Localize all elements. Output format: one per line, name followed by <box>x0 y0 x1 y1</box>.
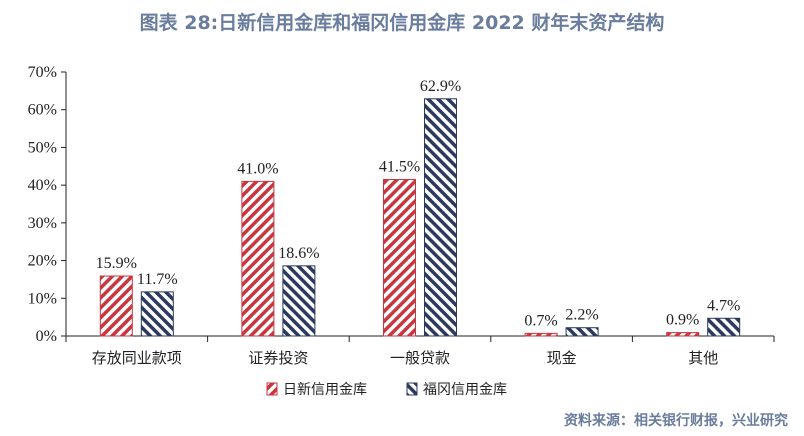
bar-fukuoka <box>282 265 316 337</box>
data-label: 41.5% <box>379 158 420 175</box>
data-label: 0.7% <box>524 312 557 329</box>
bar-rixin <box>666 332 700 337</box>
data-label: 18.6% <box>278 245 319 262</box>
y-tick-label: 20% <box>28 253 57 270</box>
y-tick-label: 40% <box>28 177 57 194</box>
bar-fukuoka <box>140 291 174 337</box>
x-category-label: 存放同业款项 <box>92 349 182 367</box>
data-label: 2.2% <box>565 307 598 324</box>
bar-rixin <box>383 178 416 337</box>
legend-swatch-fukuoka <box>406 382 418 396</box>
chart-title: 图表 28:日新信用金库和福冈信用金库 2022 财年末资产结构 <box>139 12 665 34</box>
y-tick-label: 30% <box>28 215 57 232</box>
bar-rixin <box>241 180 275 337</box>
bar-fukuoka <box>707 317 741 337</box>
legend: 日新信用金库 福冈信用金库 <box>266 382 507 398</box>
source-note: 资料来源：相关银行财报，兴业研究 <box>564 413 788 429</box>
legend-label-rixin: 日新信用金库 <box>283 382 367 398</box>
x-category-label: 一般贷款 <box>390 349 450 367</box>
y-tick-label: 10% <box>28 290 57 307</box>
y-tick-label: 70% <box>28 64 57 81</box>
bar-fukuoka <box>424 98 457 337</box>
data-label: 4.7% <box>707 297 740 314</box>
data-labels: 15.9% 41.0% 41.5% 0.7% 0.9% 11.7% 18.6% 62.9% 2.… <box>96 78 741 330</box>
legend-swatch-rixin <box>266 382 278 396</box>
bar-fukuoka <box>565 327 599 337</box>
bars <box>99 98 741 337</box>
x-category-label: 其他 <box>688 349 718 367</box>
legend-label-fukuoka: 福冈信用金库 <box>423 382 507 398</box>
x-category-label: 证券投资 <box>248 349 308 367</box>
bar-rixin <box>99 275 133 337</box>
axes: 0% 10% 20% 30% 40% 50% 60% 70% 存放同业款项 证券投资 一般贷款 现金 其… <box>28 64 775 367</box>
data-label: 11.7% <box>137 271 178 288</box>
data-label: 62.9% <box>420 78 461 95</box>
data-label: 15.9% <box>96 255 137 272</box>
data-label: 41.0% <box>237 160 278 177</box>
y-tick-label: 60% <box>28 102 57 119</box>
bar-rixin <box>524 332 558 337</box>
y-tick-label: 0% <box>36 328 57 345</box>
x-category-label: 现金 <box>547 349 577 367</box>
data-label: 0.9% <box>666 312 699 329</box>
y-tick-label: 50% <box>28 139 57 156</box>
